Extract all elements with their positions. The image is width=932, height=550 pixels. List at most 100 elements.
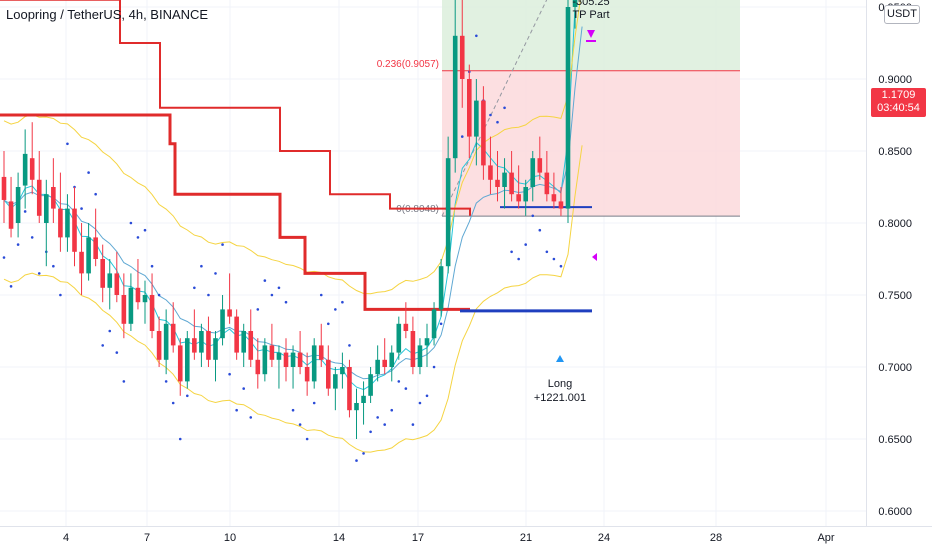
candle-body [185,338,190,382]
x-tick-label: 7 [144,532,150,544]
candle-body [488,165,493,180]
candle-body [1,176,7,200]
currency-badge[interactable]: USDT [884,5,920,24]
candle-body [248,331,254,360]
sar-dot [178,437,182,441]
candle-body [311,345,317,382]
candle-body [318,345,324,360]
sar-dot [559,264,563,268]
sar-dot [207,293,210,297]
candle-body [213,338,218,360]
price-badge: 1.1709 03:40:54 [871,88,926,117]
candle-body [86,237,91,274]
candle-body [495,179,500,187]
candle-body [149,295,155,331]
tp-label: TP Part [572,9,609,21]
sar-dot [214,272,217,275]
candle-body [297,352,303,367]
sar-dot [59,293,62,297]
sar-dot [221,243,224,246]
candle-body [36,179,42,216]
y-tick-label: 0.7500 [878,290,912,302]
sar-dot [186,394,189,398]
candle-body [354,403,359,411]
sar-dot [362,452,365,455]
sar-dot [235,408,238,412]
sar-dot [418,401,422,405]
band-upper-line [3,0,581,295]
sar-dot [355,459,358,462]
candle-body [65,208,70,238]
candle-body [58,208,63,238]
sar-dot [425,394,429,398]
candle-body [107,273,113,288]
long-arrow-icon [556,355,564,362]
y-tick-label: 0.9000 [878,74,912,86]
sar-dot [115,351,119,354]
candle-body [530,158,536,187]
sar-dot [228,372,231,376]
candle-body [15,187,21,223]
sar-dot [30,236,34,239]
sar-dot [439,322,443,326]
candle-body [459,35,465,79]
sar-dot [312,401,316,405]
candle-body [481,100,486,166]
sar-dot [136,236,140,239]
candle-body [431,309,437,339]
sar-dot [503,106,506,110]
sar-dot [249,416,253,419]
sar-dot [298,423,302,426]
sar-dot [334,308,337,311]
candle-body [44,194,49,223]
x-tick-label: 24 [598,532,610,544]
candle-body [410,331,416,367]
candle-body [170,323,176,346]
candle-body [333,374,338,389]
sar-dot [404,387,408,390]
candle-body [572,0,578,7]
sar-dot [390,408,394,412]
candle-body [502,172,507,187]
candle-body [417,345,423,367]
fib-trend-line [441,0,548,217]
candle-body [544,172,550,195]
candle-body [290,352,296,367]
sar-dot [319,293,323,297]
sar-dot [411,423,415,426]
candle-body [79,251,84,274]
candle-body [326,359,331,389]
candle-body [262,345,268,375]
candle-body [192,338,197,353]
candle-body [424,338,430,346]
candle-body [234,316,239,353]
sar-dot [538,228,542,232]
sar-dot [164,380,168,383]
candle-body [163,323,169,360]
candle-body [128,287,134,324]
candle-body [283,352,289,367]
sar-dot [369,430,372,434]
sar-dot [277,286,281,290]
candle-body [452,35,458,159]
candle-body [220,309,225,339]
x-tick-label: 4 [63,532,69,544]
candle-body [227,309,232,317]
sar-dot [80,207,83,210]
sar-dot [171,401,175,405]
sar-dot [531,214,535,218]
candle-body [509,172,514,195]
sar-dot [284,300,288,304]
candle-body [558,201,564,209]
x-tick-label: 17 [412,532,424,544]
sar-dot [2,256,6,259]
y-tick-label: 0.6000 [878,506,912,518]
long-value: +1221.001 [534,392,586,404]
y-tick-label: 0.7000 [878,362,912,374]
candle-body [100,259,105,288]
sar-dot [157,293,161,297]
candle-body [135,287,141,303]
sar-dot [305,437,309,441]
tp-arrow-icon [587,30,595,38]
